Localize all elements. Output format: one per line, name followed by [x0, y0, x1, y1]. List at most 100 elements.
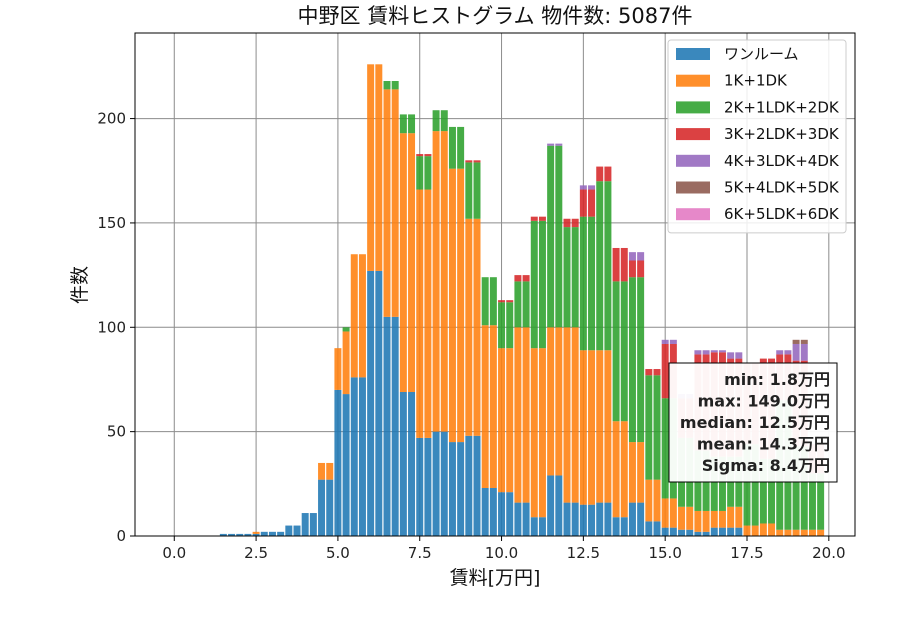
bar-segment — [481, 487, 489, 536]
legend-swatch — [676, 48, 710, 60]
bar-segment — [727, 352, 735, 359]
x-tick-label: 7.5 — [408, 544, 432, 562]
x-tick-label: 5.0 — [326, 544, 350, 562]
x-tick-label: 0.0 — [162, 544, 186, 562]
bar-segment — [678, 529, 686, 536]
bar-segment — [596, 181, 604, 351]
y-tick-label: 150 — [97, 214, 126, 232]
bar-segment — [432, 431, 440, 536]
bar-segment — [252, 531, 260, 534]
bar-segment — [808, 529, 816, 536]
bar-segment — [293, 525, 301, 536]
bar-segment — [792, 446, 800, 530]
bar-segment — [759, 458, 767, 524]
bar-segment — [612, 247, 620, 282]
x-axis-ticks: 0.0 2.5 5.0 7.5 10.0 12.5 15.0 17.5 20.0 — [162, 536, 846, 562]
bar-segment — [260, 531, 268, 536]
bar-segment — [588, 350, 596, 505]
bar-segment — [555, 475, 563, 536]
bar-segment — [506, 348, 514, 493]
bar-segment — [465, 435, 473, 536]
bar-segment — [686, 529, 694, 536]
bar-segment — [440, 110, 448, 132]
y-tick-label: 0 — [116, 527, 126, 545]
bar-segment — [555, 143, 563, 146]
bar-segment — [498, 302, 506, 349]
bar-segment — [710, 350, 718, 353]
bar-segment — [522, 327, 530, 503]
bar-segment — [522, 281, 530, 328]
bar-segment — [563, 502, 571, 536]
bar-segment — [538, 517, 546, 536]
bar-segment — [637, 252, 645, 261]
bar-segment — [800, 529, 808, 536]
bar-segment — [702, 510, 710, 532]
legend-swatch — [676, 74, 710, 87]
bar-segment — [358, 377, 366, 536]
bar-segment — [653, 369, 661, 376]
bar-segment — [579, 350, 587, 505]
bar-segment — [637, 502, 645, 536]
bar-segment — [694, 350, 702, 355]
legend: ワンルーム 1K+1DK 2K+1LDK+2DK 3K+2LDK+3DK 4K+3LDK… — [667, 39, 847, 234]
bar-segment — [391, 316, 399, 536]
bar-segment — [498, 492, 506, 536]
bar-segment — [637, 260, 645, 278]
legend-swatch — [676, 154, 710, 167]
bar-segment — [800, 343, 808, 361]
bar-segment — [694, 531, 702, 536]
bar-segment — [506, 492, 514, 536]
bar-segment — [661, 343, 669, 399]
x-tick-label: 12.5 — [567, 544, 600, 562]
bar-segment — [637, 442, 645, 503]
bar-segment — [579, 504, 587, 536]
bar-segment — [604, 166, 612, 182]
bar-segment — [375, 64, 383, 271]
bar-segment — [432, 131, 440, 432]
bar-segment — [751, 444, 759, 526]
x-tick-label: 10.0 — [485, 544, 518, 562]
stats-box-frame — [668, 362, 838, 483]
bar-segment — [555, 327, 563, 476]
legend-label: 4K+3LDK+4DK — [724, 152, 840, 170]
legend-label: 3K+2LDK+3DK — [724, 125, 840, 143]
x-tick-label: 20.0 — [812, 544, 845, 562]
bar-segment — [301, 513, 309, 536]
bar-segment — [628, 260, 636, 278]
plot-frame — [134, 32, 856, 537]
bar-segment — [661, 339, 669, 344]
bar-segment — [326, 479, 334, 536]
bar-segment — [653, 521, 661, 536]
bar-segment — [718, 510, 726, 528]
bar-segment — [547, 145, 555, 328]
bar-segment — [547, 327, 555, 476]
bar-segment — [588, 189, 596, 217]
bar-segment — [326, 462, 334, 480]
bar-segment — [473, 160, 481, 163]
bar-segment — [236, 533, 244, 536]
bar-segment — [718, 456, 726, 511]
bar-segment — [661, 498, 669, 528]
bar-segment — [579, 185, 587, 190]
bar-segment — [817, 473, 825, 530]
legend-swatch — [676, 208, 710, 221]
bar-segment — [645, 369, 653, 376]
bar-segment — [653, 375, 661, 480]
bar-segment — [710, 456, 718, 511]
bar-segment — [465, 162, 473, 219]
bar-segment — [334, 348, 342, 390]
legend-label: 5K+4LDK+5DK — [724, 179, 840, 197]
bar-segment — [620, 247, 628, 282]
bar-segment — [669, 339, 677, 344]
bar-segment — [416, 189, 424, 438]
stats-line: mean: 14.3万円 — [697, 435, 830, 454]
bar-segment — [522, 275, 530, 282]
x-tick-label: 17.5 — [730, 544, 763, 562]
bar-segment — [612, 281, 620, 422]
bar-segment — [596, 166, 604, 182]
bar-segment — [661, 398, 669, 499]
x-tick-label: 15.0 — [648, 544, 681, 562]
stats-line: median: 12.5万円 — [680, 413, 830, 432]
bar-segment — [318, 462, 326, 480]
bar-segment — [285, 525, 293, 536]
